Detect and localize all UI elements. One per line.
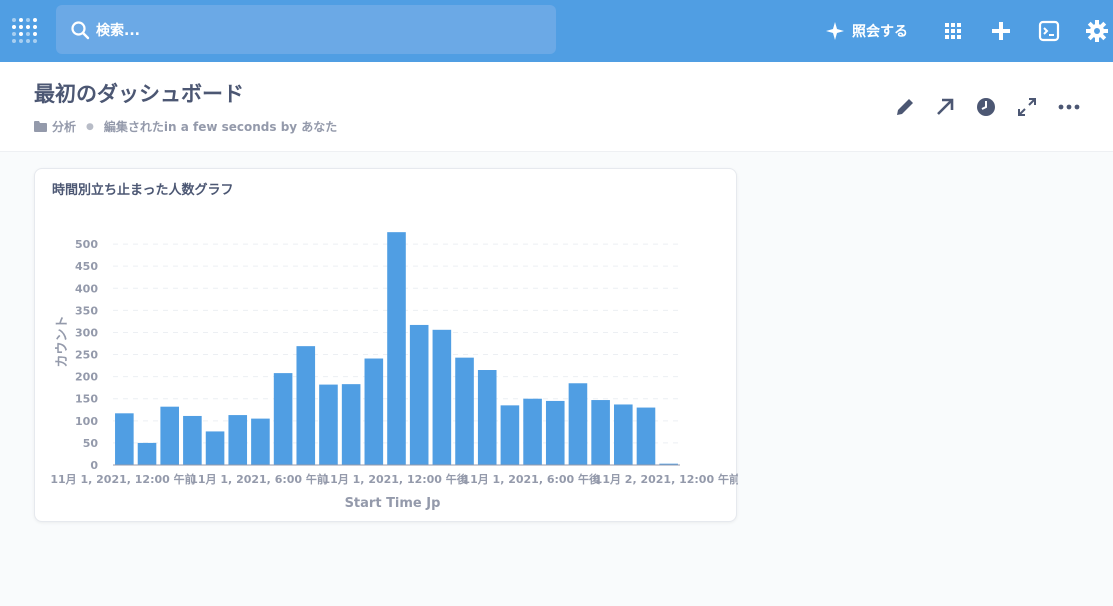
bar[interactable] (523, 398, 542, 465)
bar-chart: 0 50 100 150 200 250 300 350 400 450 500 11月 1, 202… (50, 232, 738, 511)
dashboard-meta: 分析 ● 編集されたin a few seconds by あなた (34, 118, 337, 135)
bar[interactable] (251, 418, 270, 465)
x-tick-label: 11月 1, 2021, 6:00 午後 (462, 472, 601, 486)
bar[interactable] (455, 357, 474, 465)
bar[interactable] (296, 346, 316, 465)
bar[interactable] (137, 442, 157, 465)
x-tick-label: 11月 2, 2021, 12:00 午前 (595, 472, 738, 486)
y-tick-label: 0 (90, 459, 98, 472)
bar[interactable] (205, 431, 225, 465)
y-tick-label: 50 (83, 437, 99, 450)
gear-icon[interactable] (1086, 20, 1108, 42)
plus-icon[interactable] (990, 20, 1012, 42)
new-query-label: 照会する (852, 24, 908, 40)
collection-link[interactable]: 分析 (34, 118, 76, 135)
card-title[interactable]: 時間別立ち止まった人数グラフ (52, 183, 234, 198)
sql-editor-icon[interactable] (1038, 20, 1060, 42)
y-tick-label: 400 (75, 282, 98, 295)
folder-icon (34, 121, 47, 132)
pencil-icon[interactable] (894, 96, 916, 118)
apps-grid-icon[interactable] (942, 20, 964, 42)
bar[interactable] (273, 373, 293, 465)
bar[interactable] (591, 400, 610, 465)
x-tick-label: 11月 1, 2021, 6:00 午前 (190, 472, 328, 486)
y-axis-label: カウント (55, 315, 70, 367)
bar[interactable] (500, 405, 520, 465)
bar[interactable] (183, 415, 202, 465)
more-icon[interactable] (1058, 96, 1080, 118)
last-edited-text[interactable]: 編集されたin a few seconds by あなた (103, 120, 338, 134)
x-tick-label: 11月 1, 2021, 12:00 午後 (323, 472, 469, 486)
sparkle-icon (826, 22, 844, 40)
chart-card[interactable]: 0 50 100 150 200 250 300 350 400 450 500 11月 1, 202… (34, 168, 738, 522)
bar[interactable] (432, 329, 452, 465)
fullscreen-icon[interactable] (1016, 96, 1038, 118)
dashboard-title[interactable]: 最初のダッシュボード (34, 82, 244, 106)
bar[interactable] (319, 384, 338, 465)
bar[interactable] (614, 404, 633, 465)
bar[interactable] (568, 383, 588, 465)
bar[interactable] (115, 413, 134, 465)
bar[interactable] (228, 415, 248, 465)
y-tick-label: 500 (75, 238, 98, 251)
search-bar[interactable]: 検索... (56, 5, 556, 54)
search-icon (71, 21, 90, 40)
y-tick-label: 300 (75, 326, 98, 339)
metabase-logo-icon[interactable] (10, 16, 38, 46)
top-navbar: 検索... 照会する (0, 0, 1113, 62)
separator-dot: ● (86, 121, 94, 132)
y-tick-label: 250 (75, 349, 98, 362)
share-arrow-icon[interactable] (934, 96, 956, 118)
y-tick-label: 200 (75, 371, 98, 384)
bar[interactable] (364, 358, 384, 465)
y-tick-label: 100 (75, 415, 98, 428)
y-tick-label: 150 (75, 393, 98, 406)
bar[interactable] (545, 400, 565, 465)
dashboard-header: 最初のダッシュボード 分析 ● 編集されたin a few seconds by… (0, 62, 1113, 152)
bar[interactable] (659, 463, 678, 465)
search-placeholder[interactable]: 検索... (96, 23, 140, 39)
y-tick-label: 450 (75, 260, 98, 273)
bar[interactable] (477, 370, 497, 465)
bar[interactable] (341, 384, 361, 465)
collection-name: 分析 (52, 120, 77, 134)
bar[interactable] (636, 407, 656, 465)
y-tick-label: 350 (75, 304, 98, 317)
new-query-button[interactable]: 照会する (826, 18, 908, 44)
bar[interactable] (387, 232, 406, 465)
x-axis-label: Start Time Jp (345, 496, 441, 511)
bar[interactable] (409, 324, 429, 465)
bar[interactable] (160, 406, 179, 465)
x-tick-label: 11月 1, 2021, 12:00 午前 (50, 472, 195, 486)
clock-icon[interactable] (975, 96, 997, 118)
